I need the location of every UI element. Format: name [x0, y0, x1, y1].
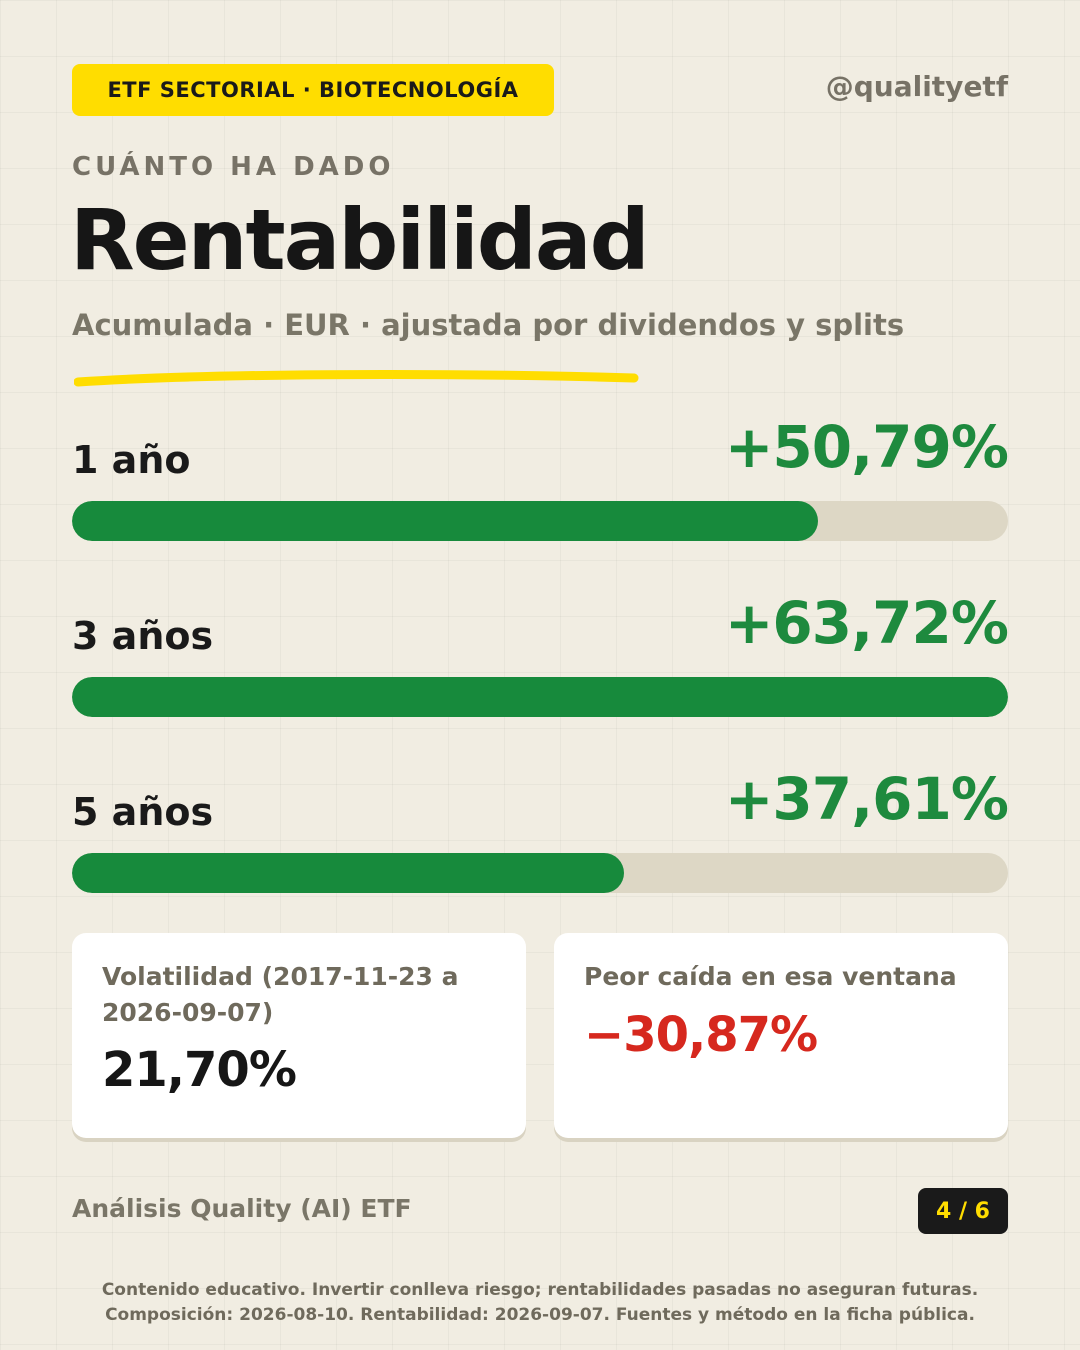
return-value-5y: +37,61% [724, 765, 1009, 833]
highlight-underline [74, 370, 639, 387]
disclaimer-line-2: Composición: 2026-08-10. Rentabilidad: 2… [105, 1304, 975, 1325]
brand-footer: Análisis Quality (AI) ETF [72, 1194, 412, 1223]
page-title: Rentabilidad [70, 191, 650, 289]
volatility-card: Volatilidad (2017-11-23 a 2026-09-07) 21… [72, 933, 526, 1138]
eyebrow-text: CUÁNTO HA DADO [72, 152, 395, 182]
page-indicator: 4 / 6 [918, 1188, 1008, 1234]
period-label-1y: 1 año [72, 438, 191, 482]
volatility-label: Volatilidad (2017-11-23 a 2026-09-07) [102, 962, 459, 1027]
sector-tag: ETF SECTORIAL · BIOTECNOLOGÍA [72, 64, 554, 116]
disclaimer-line-1: Contenido educativo. Invertir conlleva r… [101, 1280, 979, 1300]
period-label-3y: 3 años [72, 614, 214, 658]
disclaimer: Contenido educativo. Invertir conlleva r… [0, 1278, 1080, 1327]
return-value-1y: +50,79% [724, 413, 1009, 481]
volatility-value: 21,70% [102, 1042, 297, 1098]
bar-track-5y [72, 853, 1008, 893]
drawdown-value: −30,87% [584, 1006, 818, 1063]
drawdown-card: Peor caída en esa ventana −30,87% [554, 933, 1008, 1138]
bar-1y [72, 501, 819, 541]
account-handle: @qualityetf [825, 70, 1008, 103]
bar-track-1y [72, 501, 1008, 541]
period-label-5y: 5 años [72, 790, 214, 834]
bar-3y [72, 677, 1008, 717]
return-value-3y: +63,72% [724, 589, 1009, 657]
page-subtitle: Acumulada · EUR · ajustada por dividendo… [72, 308, 905, 342]
bar-5y [72, 853, 625, 893]
bar-track-3y [72, 677, 1008, 717]
drawdown-label: Peor caída en esa ventana [584, 962, 957, 991]
